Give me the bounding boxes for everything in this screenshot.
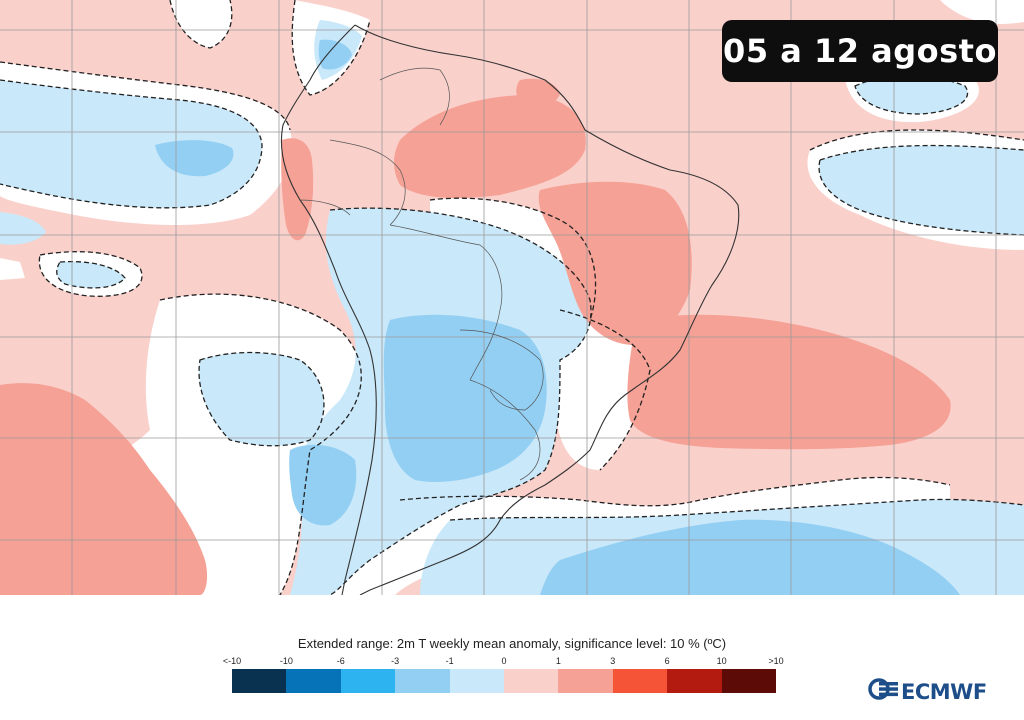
country-borders [299,67,544,481]
ecmwf-logo: ECMWF [868,678,987,705]
legend-tick-label: 6 [664,656,670,666]
legend-swatch [449,669,505,693]
legend-swatch [395,669,450,693]
ecmwf-logo-icon [868,678,898,705]
legend-swatch [558,669,613,693]
lat-lon-grid [0,0,1024,595]
legend-title: Extended range: 2m T weekly mean anomaly… [297,636,727,651]
legend-tick-label: 10 [716,656,727,666]
legend-swatch [232,669,287,693]
legend-swatch [612,669,668,693]
legend-tick-label: >10 [768,656,784,666]
ecmwf-logo-text: ECMWF [901,679,987,704]
cool-anomaly-mid [155,39,960,595]
legend-swatch [667,669,722,693]
legend-tick-label: 0 [501,656,507,666]
warm-anomaly-strong [0,78,951,595]
legend-swatch [721,669,777,693]
legend-tick-label: 1 [555,656,561,666]
legend-tick-label: <-10 [222,656,242,666]
legend-swatch [286,669,341,693]
legend-tick-label: -3 [391,656,400,666]
south-america-coastline [280,24,740,595]
legend-tick-label: -1 [445,656,454,666]
legend-swatch [340,669,396,693]
legend-swatch [504,669,559,693]
legend-color-bar [232,669,777,693]
anomaly-map [0,0,1024,595]
legend-tick-label: -6 [336,656,345,666]
legend-tick-label: 3 [610,656,616,666]
legend-tick-label: -10 [279,656,293,666]
significance-contours [0,0,1024,595]
legend-tick-labels: <-10 -10 -6 -3 -1 0 1 3 6 10 >10 [223,656,784,668]
date-range-badge: 05 a 12 agosto [722,20,998,82]
